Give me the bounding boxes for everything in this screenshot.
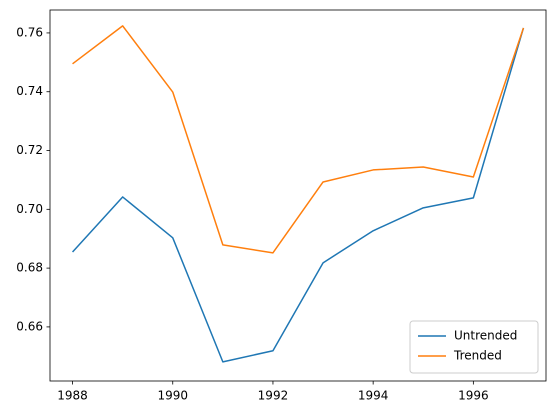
plot-frame (49, 9, 547, 382)
y-tick-label: 0.66 (16, 319, 43, 333)
x-tick-label: 1994 (358, 389, 389, 403)
y-tick-label: 0.74 (16, 84, 43, 98)
x-tick-label: 1988 (57, 389, 88, 403)
legend-label: Trended (453, 349, 502, 363)
x-tick-label: 1992 (258, 389, 289, 403)
y-tick-label: 0.76 (16, 25, 43, 39)
x-tick-label: 1990 (157, 389, 188, 403)
line-series (72, 25, 525, 254)
y-tick-label: 0.68 (16, 261, 43, 275)
legend-label: Untrended (454, 329, 517, 343)
legend-box (409, 320, 539, 374)
x-tick-label: 1996 (458, 389, 489, 403)
y-tick-label: 0.72 (16, 143, 43, 157)
y-tick-label: 0.70 (16, 202, 43, 216)
line-series (71, 27, 525, 363)
